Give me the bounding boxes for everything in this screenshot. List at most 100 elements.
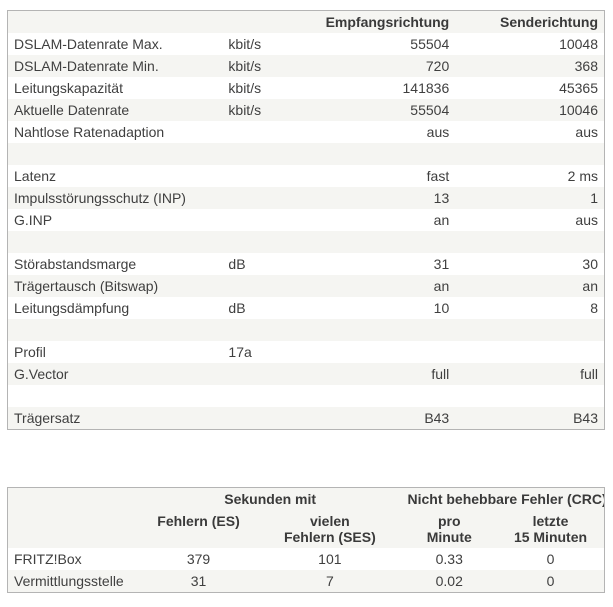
row-label [8,231,223,253]
row-label: DSLAM-Datenrate Min. [14,58,159,74]
spacer-row [7,143,605,165]
tx-value [455,231,604,253]
ses-value: 7 [325,573,334,589]
error-group-header-seconds: Sekunden mit [224,491,317,507]
spacer-row [7,231,605,253]
table-row: Störabstandsmarge dB 31 30 [8,253,605,275]
rx-value [306,385,455,407]
table-row: FRITZ!Box 379 101 0.33 0 [8,548,605,570]
table-row: Impulsstörungsschutz (INP) 13 1 [7,187,605,209]
rx-value: full [431,366,450,382]
tx-value [455,319,604,341]
error-stats-table: Sekunden mit Nicht behebbare Fehler (CRC… [7,487,605,593]
tx-value: 8 [590,300,598,316]
row-label: G.INP [14,212,53,228]
crc-last15-value: 0 [546,573,555,589]
rx-value: an [433,212,450,228]
tx-value [455,341,604,363]
row-unit: kbit/s [228,80,262,96]
tx-value: full [580,366,598,382]
row-unit [222,121,306,143]
tx-value: 1 [590,190,598,206]
rx-value [306,341,455,363]
rx-value: 31 [433,256,450,272]
spacer-row [7,319,605,341]
row-unit [222,363,306,385]
rx-value: 10 [433,300,450,316]
row-label: FRITZ!Box [14,551,82,567]
row-unit [222,187,306,209]
dsl-header-row: Empfangsrichtung Senderichtung [7,10,605,34]
row-unit [222,319,306,341]
row-unit [222,209,306,231]
tx-value: 2 ms [567,168,598,184]
table-row: Profil 17a [8,341,605,363]
table-row: G.Vector full full [7,363,605,385]
row-unit: dB [228,256,246,272]
row-unit [222,385,306,407]
row-label: Leitungskapazität [14,80,123,96]
tx-value: 10048 [559,36,598,52]
row-label [8,319,223,341]
row-unit [222,407,306,430]
row-label: DSLAM-Datenrate Max. [14,36,163,52]
row-label: Nahtlose Ratenadaption [14,124,165,140]
table-row: G.INP an aus [8,209,605,231]
row-unit [222,165,306,187]
row-label [8,143,223,165]
row-unit: kbit/s [228,58,262,74]
rx-value: 55504 [410,36,450,52]
dsl-header-empty-unit [222,11,306,34]
table-row: Trägertausch (Bitswap) an an [7,275,605,297]
table-row: Leitungsdämpfung dB 10 8 [8,297,605,319]
row-label: Leitungsdämpfung [14,300,130,316]
row-label: Vermittlungsstelle [14,573,124,589]
tx-value: an [582,278,598,294]
rx-value: 13 [433,190,450,206]
error-col-header-row: Fehlern (ES) vielen Fehlern (SES) pro Minu… [7,510,605,548]
row-label [8,385,223,407]
crc-last15-value: 0 [546,551,555,567]
error-group-header-row: Sekunden mit Nicht behebbare Fehler (CRC… [7,487,605,511]
rx-value: an [433,278,450,294]
table-row: Leitungskapazität kbit/s 141836 45365 [8,77,605,99]
tx-value: 30 [582,256,598,272]
crc-per-minute-value: 0.02 [435,573,463,589]
row-unit: kbit/s [228,36,262,52]
table-row: Nahtlose Ratenadaption aus aus [8,121,605,143]
table-row: Vermittlungsstelle 31 7 0.02 0 [7,570,605,593]
row-label: Aktuelle Datenrate [14,102,130,118]
error-header-empty [8,510,139,548]
table-row: Trägersatz B43 B43 [7,407,605,430]
row-label: Störabstandsmarge [14,256,137,272]
error-header-last15: letzte 15 Minuten [513,513,588,545]
row-label: Profil [14,344,46,360]
row-unit [222,143,306,165]
rx-value: 55504 [410,102,450,118]
table-row: DSLAM-Datenrate Max. kbit/s 55504 10048 [8,33,605,55]
crc-per-minute-value: 0.33 [435,551,463,567]
es-value: 31 [190,573,207,589]
dsl-header-empty-label [8,11,223,34]
tx-value [455,143,604,165]
rx-value: B43 [424,410,450,426]
error-header-es: Fehlern (ES) [157,513,240,529]
tx-value: 45365 [559,80,598,96]
rx-value [306,319,455,341]
error-header-per-minute: pro Minute [426,513,472,545]
rx-value: 720 [425,58,450,74]
table-row: Latenz fast 2 ms [8,165,605,187]
dsl-header-send: Senderichtung [499,14,598,30]
row-unit: dB [228,300,246,316]
error-header-empty [8,488,139,511]
es-value: 379 [186,551,211,567]
spacer-row [8,385,605,407]
row-label: Impulsstörungsschutz (INP) [14,190,186,206]
error-header-ses: vielen Fehlern (SES) [283,513,376,545]
rx-value: aus [426,124,450,140]
rx-value [306,231,455,253]
rx-value: 141836 [402,80,450,96]
row-unit: 17a [228,344,252,360]
row-unit: kbit/s [228,102,262,118]
row-unit [222,275,306,297]
